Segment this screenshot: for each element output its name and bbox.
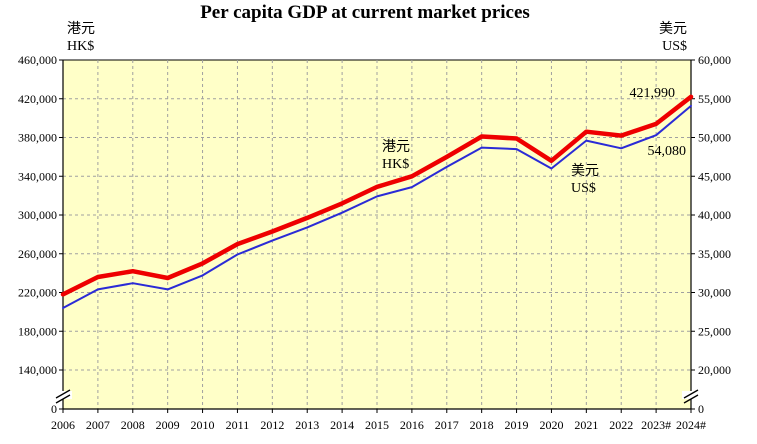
left-tick-label: 0 — [51, 402, 57, 416]
x-tick-label: 2009 — [156, 418, 180, 432]
x-tick-label: 2011 — [226, 418, 250, 432]
left-tick-label: 180,000 — [18, 324, 57, 338]
right-unit-en: US$ — [662, 39, 687, 54]
right-tick-label: 55,000 — [698, 92, 731, 106]
left-axis-ticks: 0 140,000 180,000 220,000 260,000 300,000 340,… — [18, 53, 63, 416]
series-label-usd-zh: 美元 — [571, 163, 599, 179]
right-tick-label: 25,000 — [698, 324, 731, 338]
right-tick-label: 50,000 — [698, 131, 731, 145]
right-tick-label: 20,000 — [698, 363, 731, 377]
left-unit-en: HK$ — [67, 39, 94, 54]
right-axis-break — [682, 389, 700, 404]
x-tick-label: 2010 — [191, 418, 215, 432]
x-tick-label: 2023# — [641, 418, 671, 432]
x-axis-ticks: 2006 2007 2008 2009 2010 2011 2012 2013 2014 2015… — [51, 409, 706, 432]
x-tick-label: 2016 — [400, 418, 424, 432]
right-tick-label: 45,000 — [698, 169, 731, 183]
left-tick-label: 220,000 — [18, 286, 57, 300]
right-tick-label: 35,000 — [698, 247, 731, 261]
x-tick-label: 2013 — [295, 418, 319, 432]
x-tick-label: 2020 — [539, 418, 563, 432]
left-tick-label: 380,000 — [18, 131, 57, 145]
x-tick-label: 2018 — [470, 418, 494, 432]
end-label-hkd: 421,990 — [630, 86, 676, 101]
x-tick-label: 2022 — [609, 418, 633, 432]
x-tick-label: 2019 — [505, 418, 529, 432]
right-tick-label: 30,000 — [698, 286, 731, 300]
x-tick-label: 2008 — [121, 418, 145, 432]
series-label-hkd-en: HK$ — [382, 157, 409, 172]
series-layer — [60, 94, 694, 309]
x-tick-label: 2017 — [435, 418, 459, 432]
left-tick-label: 260,000 — [18, 247, 57, 261]
chart-title: Per capita GDP at current market prices — [200, 2, 530, 23]
x-tick-label: 2007 — [86, 418, 110, 432]
left-tick-label: 460,000 — [18, 53, 57, 67]
right-tick-label: 60,000 — [698, 53, 731, 67]
right-tick-label: 40,000 — [698, 208, 731, 222]
x-tick-label: 2024# — [676, 418, 706, 432]
x-tick-label: 2012 — [260, 418, 284, 432]
left-tick-label: 140,000 — [18, 363, 57, 377]
series-label-usd-en: US$ — [571, 181, 596, 196]
x-tick-label: 2021 — [574, 418, 598, 432]
right-axis-ticks: 0 20,000 25,000 30,000 35,000 40,000 45,000 50,… — [691, 53, 731, 416]
right-tick-label: 0 — [698, 402, 704, 416]
x-tick-label: 2014 — [330, 418, 354, 432]
gridlines — [63, 60, 691, 409]
left-tick-label: 420,000 — [18, 92, 57, 106]
series-line-usd — [62, 104, 692, 309]
left-axis-break — [54, 389, 72, 404]
series-label-hkd-zh: 港元 — [382, 139, 410, 155]
x-tick-label: 2006 — [51, 418, 75, 432]
end-label-usd: 54,080 — [648, 144, 687, 159]
right-unit-zh: 美元 — [659, 21, 687, 37]
left-tick-label: 300,000 — [18, 208, 57, 222]
left-unit-zh: 港元 — [67, 21, 95, 37]
series-line-hkd — [60, 94, 694, 297]
x-tick-label: 2015 — [365, 418, 389, 432]
left-tick-label: 340,000 — [18, 169, 57, 183]
